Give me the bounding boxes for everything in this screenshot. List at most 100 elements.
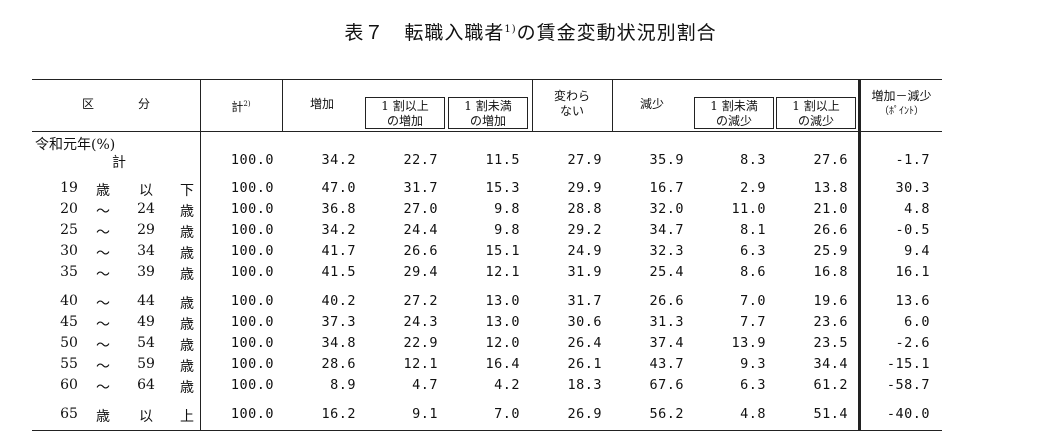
table-cell: 16.4 bbox=[485, 356, 520, 372]
row-label-part: 歳 bbox=[96, 409, 110, 425]
table-cell: 11.0 bbox=[731, 201, 766, 217]
row-label-part: 55 bbox=[60, 356, 78, 372]
row-label-part: 以 bbox=[139, 183, 153, 199]
table-cell: 13.0 bbox=[485, 314, 520, 330]
row-label-part: 54 bbox=[137, 335, 155, 351]
table-row: 19 歳 以 下 100.0 47.0 31.7 15.3 29.9 16.7 2.9 13.8 30.… bbox=[32, 180, 942, 200]
table-cell: 30.6 bbox=[567, 314, 602, 330]
table-cell: 29.4 bbox=[403, 264, 438, 280]
col-rule-unchanged bbox=[612, 79, 613, 131]
row-label-part: 24 bbox=[137, 201, 155, 217]
header-increase: 増加 bbox=[309, 97, 334, 111]
table-cell: 13.8 bbox=[813, 180, 848, 196]
header-inc10-line2: の増加 bbox=[386, 114, 423, 128]
table-cell: 23.6 bbox=[813, 314, 848, 330]
header-dec10-line2: の減少 bbox=[797, 114, 834, 128]
header-incu10-line2: の増加 bbox=[469, 114, 506, 128]
wage-change-table: 区 分 計2) 増加 1 割以上 の増加 1 割未満 の増加 変わら ない 減少… bbox=[32, 79, 942, 431]
col-rule-net bbox=[858, 79, 861, 431]
table-cell: 61.2 bbox=[813, 377, 848, 393]
table-cell: 26.6 bbox=[649, 293, 684, 309]
table-cell: 32.3 bbox=[649, 243, 684, 259]
table-cell: 8.6 bbox=[740, 264, 766, 280]
row-label-part: 39 bbox=[137, 264, 155, 280]
row-label-part: ～ bbox=[96, 225, 110, 241]
col-rule-increase bbox=[532, 79, 533, 131]
table-cell: 13.0 bbox=[485, 293, 520, 309]
header-inc10-line1: 1 割以上 bbox=[381, 99, 429, 113]
table-cell: 31.7 bbox=[403, 180, 438, 196]
table-cell: 100.0 bbox=[230, 293, 274, 309]
table-cell: 31.7 bbox=[567, 293, 602, 309]
header-unchanged-line2: ない bbox=[559, 104, 584, 118]
table-cell: 37.4 bbox=[649, 335, 684, 351]
row-label-part: ～ bbox=[96, 246, 110, 262]
table-row: 55 ～ 59 歳 100.0 28.6 12.1 16.4 26.1 43.7 9.3 34.4 -1… bbox=[32, 356, 942, 376]
table-cell: 31.3 bbox=[649, 314, 684, 330]
table-cell: 22.9 bbox=[403, 335, 438, 351]
table-row: 50 ～ 54 歳 100.0 34.8 22.9 12.0 26.4 37.4 13.9 23.5 -… bbox=[32, 335, 942, 355]
row-label-part: 歳 bbox=[180, 246, 194, 262]
table-cell: 41.5 bbox=[321, 264, 356, 280]
table-row: 30 ～ 34 歳 100.0 41.7 26.6 15.1 24.9 32.3 6.3 25.9 9.… bbox=[32, 243, 942, 263]
table-cell: 15.1 bbox=[485, 243, 520, 259]
table-cell: 6.3 bbox=[740, 243, 766, 259]
table-cell: 9.3 bbox=[740, 356, 766, 372]
row-label-part: 35 bbox=[60, 264, 78, 280]
header-increase-10pct-plus: 1 割以上 の増加 bbox=[365, 97, 445, 129]
row-label-part: 歳 bbox=[180, 225, 194, 241]
section-label: 令和元年(%) bbox=[35, 137, 116, 153]
table-cell: 100.0 bbox=[230, 222, 274, 238]
table-cell: 34.8 bbox=[321, 335, 356, 351]
row-label-part: ～ bbox=[96, 317, 110, 333]
table-cell: 22.7 bbox=[403, 152, 438, 168]
table-cell: 27.2 bbox=[403, 293, 438, 309]
row-label-part: ～ bbox=[96, 267, 110, 283]
table-cell: 43.7 bbox=[649, 356, 684, 372]
table-cell: 2.9 bbox=[740, 180, 766, 196]
row-label-part: 44 bbox=[137, 293, 155, 309]
table-cell: 16.2 bbox=[321, 406, 356, 422]
table-cell: 24.4 bbox=[403, 222, 438, 238]
header-category-a: 区 bbox=[82, 97, 95, 111]
table-cell: 16.7 bbox=[649, 180, 684, 196]
table-cell: 9.4 bbox=[904, 243, 930, 259]
header-decrease: 減少 bbox=[639, 97, 664, 111]
table-cell: 24.9 bbox=[567, 243, 602, 259]
row-label-part: 59 bbox=[137, 356, 155, 372]
table-cell: 12.1 bbox=[485, 264, 520, 280]
table-cell: 7.7 bbox=[740, 314, 766, 330]
table-row: 60 ～ 64 歳 100.0 8.9 4.7 4.2 18.3 67.6 6.3 61.2 -58.7 bbox=[32, 377, 942, 397]
header-incu10-line1: 1 割未満 bbox=[464, 99, 512, 113]
table-cell: 9.8 bbox=[494, 201, 520, 217]
table-cell: 100.0 bbox=[230, 201, 274, 217]
table-cell: 6.0 bbox=[904, 314, 930, 330]
header-net-points: 増加－減少 （ﾎﾟｲﾝﾄ） bbox=[861, 89, 942, 119]
table-row: 45 ～ 49 歳 100.0 37.3 24.3 13.0 30.6 31.3 7.7 23.6 6.… bbox=[32, 314, 942, 334]
row-label-part: 49 bbox=[137, 314, 155, 330]
row-label-part: 20 bbox=[60, 201, 78, 217]
title-footnote-mark: 1) bbox=[504, 24, 517, 35]
row-label-part: 40 bbox=[60, 293, 78, 309]
table-cell: 28.8 bbox=[567, 201, 602, 217]
row-label-part: 以 bbox=[139, 409, 153, 425]
table-cell: 12.0 bbox=[485, 335, 520, 351]
table-cell: 19.6 bbox=[813, 293, 848, 309]
table-cell: 32.0 bbox=[649, 201, 684, 217]
col-rule-total bbox=[282, 79, 283, 131]
header-unchanged-line1: 変わら bbox=[553, 89, 590, 103]
table-cell: 13.9 bbox=[731, 335, 766, 351]
row-label-part: 歳 bbox=[180, 267, 194, 283]
table-cell: 27.0 bbox=[403, 201, 438, 217]
table-row: 計 100.0 34.2 22.7 11.5 27.9 35.9 8.3 27.6 -1.7 bbox=[32, 152, 942, 172]
header-category-b: 分 bbox=[138, 97, 151, 111]
header-decu10-line2: の減少 bbox=[715, 114, 752, 128]
table-cell: 26.9 bbox=[567, 406, 602, 422]
table-cell: 100.0 bbox=[230, 243, 274, 259]
table-cell: 47.0 bbox=[321, 180, 356, 196]
table-cell: 100.0 bbox=[230, 377, 274, 393]
table-cell: 56.2 bbox=[649, 406, 684, 422]
table-cell: 100.0 bbox=[230, 335, 274, 351]
table-cell: 4.2 bbox=[494, 377, 520, 393]
table-cell: 15.3 bbox=[485, 180, 520, 196]
